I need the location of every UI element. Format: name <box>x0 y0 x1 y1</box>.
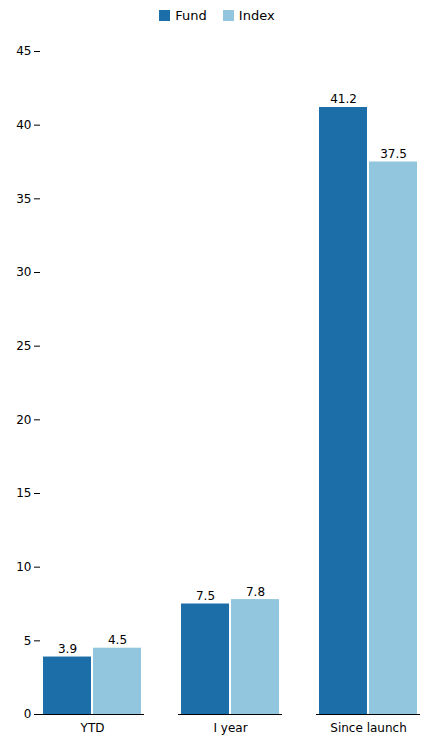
html-text:Index: Index <box>238 8 275 23</box>
svg-text:3.9: 3.9 <box>58 642 77 656</box>
svg-text:5: 5 <box>24 634 32 648</box>
svg-text:7.8: 7.8 <box>246 585 265 599</box>
svg-text:YTD: YTD <box>80 721 105 735</box>
svg-text:15: 15 <box>16 486 31 500</box>
svg-text:30: 30 <box>16 265 31 279</box>
svg-text:I year: I year <box>213 721 247 735</box>
svg-text:35: 35 <box>16 192 31 206</box>
svg-text:45: 45 <box>16 44 31 58</box>
svg-text:25: 25 <box>16 339 31 353</box>
svg-text:37.5: 37.5 <box>380 147 407 161</box>
svg-text:Since launch: Since launch <box>330 721 406 735</box>
svg-text:40: 40 <box>16 118 31 132</box>
svg-text:0: 0 <box>24 707 32 721</box>
html-text:Fund: Fund <box>175 8 207 23</box>
svg-text:7.5: 7.5 <box>196 589 215 603</box>
svg-text:20: 20 <box>16 413 31 427</box>
svg-text:10: 10 <box>16 560 31 574</box>
svg-text:4.5: 4.5 <box>108 633 127 647</box>
svg-text:41.2: 41.2 <box>330 92 357 106</box>
